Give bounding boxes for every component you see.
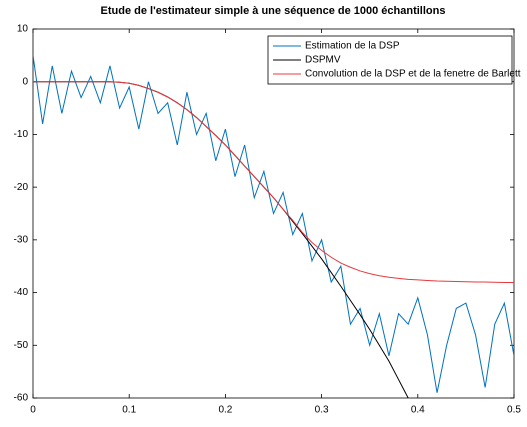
y-tick-label: -60 <box>14 393 29 404</box>
series-line <box>33 81 514 284</box>
legend-label: DSPMV <box>305 55 341 66</box>
y-tick-label: 10 <box>17 24 29 35</box>
legend-label: Estimation de la DSP <box>305 41 400 52</box>
y-tick-label: -50 <box>14 340 29 351</box>
x-tick-label: 0.2 <box>218 405 232 416</box>
y-tick-label: -40 <box>14 287 29 298</box>
x-tick-label: 0.5 <box>507 405 521 416</box>
y-tick-label: -30 <box>14 234 29 245</box>
y-tick-label: 0 <box>22 76 28 87</box>
plot-frame <box>32 28 515 399</box>
y-tick-label: -20 <box>14 182 29 193</box>
y-tick-label: -10 <box>14 129 29 140</box>
series-line <box>33 55 514 393</box>
chart-title: Etude de l'estimateur simple à une séque… <box>101 5 446 17</box>
x-tick-label: 0.1 <box>122 405 136 416</box>
legend-box <box>267 35 513 85</box>
x-tick-label: 0.4 <box>411 405 425 416</box>
series-line <box>33 81 409 398</box>
legend-label: Convolution de la DSP et de la fenetre d… <box>305 69 521 80</box>
x-tick-label: 0.3 <box>315 405 329 416</box>
plot-area <box>33 55 514 398</box>
x-tick-label: 0 <box>30 405 36 416</box>
